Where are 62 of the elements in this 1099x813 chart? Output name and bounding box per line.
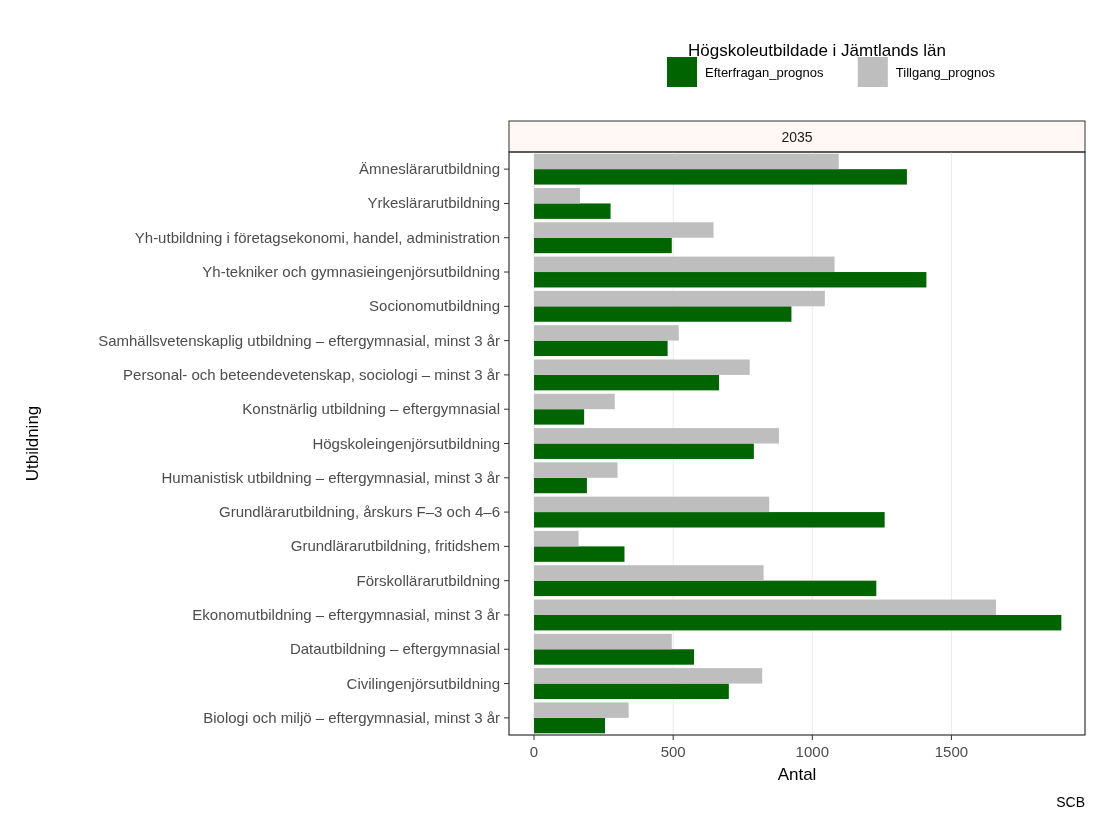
text: SCB: [1056, 794, 1085, 810]
y-tick-label: Högskoleingenjörsutbildning: [312, 434, 500, 452]
bar: [534, 153, 839, 170]
x-axis-title: Antal: [777, 765, 817, 784]
bar: [534, 580, 877, 597]
y-tick-label: Grundlärarutbildning, årskurs F–3 och 4–6: [219, 503, 500, 521]
bar: [534, 340, 668, 357]
x-tick-label: 1000: [795, 743, 829, 760]
chart-title: Högskoleutbildade i Jämtlands län: [688, 41, 946, 60]
bar: [534, 428, 779, 444]
bar: [534, 683, 729, 699]
bar: [534, 393, 615, 410]
y-tick-label: Personal- och beteendevetenskap, sociologi – minst 3 år: [123, 365, 500, 383]
legend-label: Tillgang_prognos: [895, 65, 996, 80]
bar: [534, 496, 770, 513]
bar: [534, 477, 587, 494]
y-tick-label: Ämneslärarutbildning: [359, 160, 500, 178]
bar: [534, 169, 907, 185]
bar: [534, 374, 720, 391]
bar: [534, 565, 764, 581]
bar: [534, 359, 750, 375]
y-tick-label: Datautbildning – eftergymnasial: [289, 640, 500, 658]
y-tick-label: Biologi och miljö – eftergymnasial, minst 3 år: [203, 708, 500, 726]
bar: [534, 614, 1062, 631]
bar: [534, 188, 580, 204]
y-tick-label: Yrkeslärarutbildning: [367, 194, 500, 212]
y-tick-label: Yh-utbildning i företagsekonomi, handel, administration: [134, 228, 500, 246]
bar: [534, 633, 672, 650]
y-tick-label: Grundlärarutbildning, fritidshem: [290, 537, 500, 555]
bar: [534, 462, 618, 478]
bar: [534, 290, 825, 307]
bar: [534, 649, 695, 665]
bar: [534, 306, 792, 322]
bar: [534, 668, 763, 684]
bar: [534, 325, 679, 341]
bar: [534, 599, 996, 615]
bar: [534, 443, 754, 459]
bar: [534, 222, 714, 238]
y-tick-label: Yh-tekniker och gymnasieingenjörsutbildning: [202, 263, 500, 281]
y-tick-label: Civilingenjörsutbildning: [346, 674, 500, 692]
bar: [534, 203, 611, 219]
bar: [534, 702, 629, 718]
bar: [534, 256, 835, 273]
chart-subtitle: 2035: [781, 129, 813, 145]
x-tick-label: 1500: [934, 743, 969, 760]
y-tick-label: Socionomutbildning: [369, 297, 500, 315]
y-tick-label: Förskollärarutbildning: [356, 571, 500, 589]
bar: [534, 272, 927, 288]
x-tick-label: 0: [529, 743, 539, 760]
legend-label: Efterfragan_prognos: [705, 65, 825, 80]
bar: [534, 717, 605, 734]
y-tick-label: Ekonomutbildning – eftergymnasial, minst 3 år: [192, 605, 500, 623]
bar: [534, 237, 672, 254]
bar: [534, 512, 885, 528]
bar: [534, 530, 579, 547]
y-tick-label: Samhällsvetenskaplig utbildning – eftergymnasial, minst 3 år: [98, 331, 500, 349]
bar: [534, 409, 585, 425]
y-tick-label: Humanistisk utbildning – eftergymnasial, minst 3 år: [161, 468, 500, 486]
bar: [534, 546, 625, 562]
y-tick-label: Konstnärlig utbildning – eftergymnasial: [242, 400, 500, 418]
x-tick-label: 500: [660, 743, 686, 760]
y-axis-title: Utbildning: [23, 405, 42, 482]
